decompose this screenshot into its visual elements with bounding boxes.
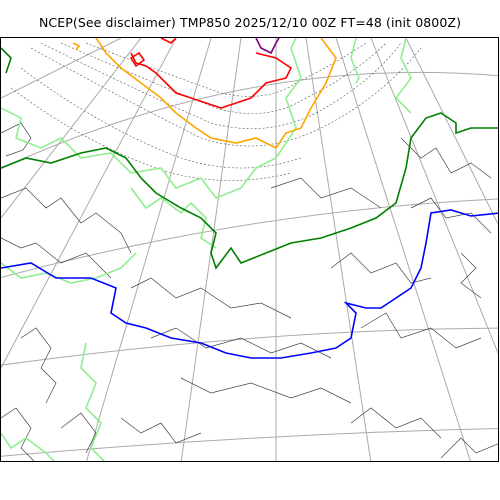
contour-purple bbox=[255, 38, 280, 55]
meridian-line bbox=[405, 38, 498, 226]
weather-map bbox=[1, 38, 498, 461]
contour-orange bbox=[72, 42, 81, 51]
coastline bbox=[180, 377, 352, 404]
contour-blue bbox=[1, 209, 498, 359]
coastlines bbox=[1, 122, 498, 461]
coastline bbox=[1, 237, 112, 279]
dense-isotherms bbox=[10, 42, 422, 181]
parallel-line bbox=[1, 327, 498, 366]
coastline bbox=[440, 437, 498, 459]
contour-light-green bbox=[394, 38, 412, 114]
parallel-line bbox=[1, 71, 498, 170]
coastline bbox=[360, 312, 482, 349]
isotherm-line bbox=[20, 67, 302, 169]
contour-light-green bbox=[1, 38, 302, 199]
isotherm-line bbox=[40, 42, 402, 129]
contour-red bbox=[130, 52, 293, 109]
coastline bbox=[60, 412, 97, 454]
contour-light-green bbox=[1, 432, 56, 461]
meridian-line bbox=[305, 38, 372, 461]
map-title: NCEP(See disclaimer) TMP850 2025/12/10 0… bbox=[38, 15, 462, 30]
coastline bbox=[1, 122, 32, 157]
contour-light-green bbox=[80, 342, 106, 461]
coastline bbox=[350, 407, 442, 439]
coastline bbox=[410, 197, 492, 234]
contour-light-green bbox=[1, 252, 137, 284]
coastline bbox=[1, 187, 132, 254]
coastline bbox=[20, 327, 57, 404]
isotherm-line bbox=[10, 87, 292, 181]
contour-light-green bbox=[130, 187, 217, 249]
contour-red bbox=[160, 38, 177, 44]
meridian-line bbox=[1, 38, 177, 369]
meridian-line bbox=[86, 38, 212, 461]
coastline bbox=[150, 327, 332, 359]
contour-orange bbox=[95, 38, 337, 150]
isotherm-line bbox=[30, 47, 422, 147]
coastline bbox=[400, 137, 492, 179]
isotherm-line bbox=[85, 42, 367, 97]
coastline bbox=[130, 277, 292, 319]
isotherm-line bbox=[60, 42, 387, 114]
highlighted-contours bbox=[1, 38, 498, 461]
coastline bbox=[270, 177, 382, 209]
coastline bbox=[120, 417, 202, 444]
coastline bbox=[1, 407, 35, 461]
parallel-line bbox=[1, 427, 498, 457]
coastline bbox=[460, 252, 482, 299]
contour-red bbox=[129, 51, 146, 68]
contour-green bbox=[1, 112, 498, 270]
contour-light-green bbox=[350, 38, 360, 84]
graticule bbox=[1, 38, 498, 461]
map-panel bbox=[0, 37, 499, 462]
meridian-line bbox=[335, 38, 471, 461]
parallel-line bbox=[1, 198, 498, 279]
contour-green bbox=[1, 47, 12, 74]
parallel-line bbox=[1, 38, 122, 99]
meridian-line bbox=[370, 38, 498, 355]
